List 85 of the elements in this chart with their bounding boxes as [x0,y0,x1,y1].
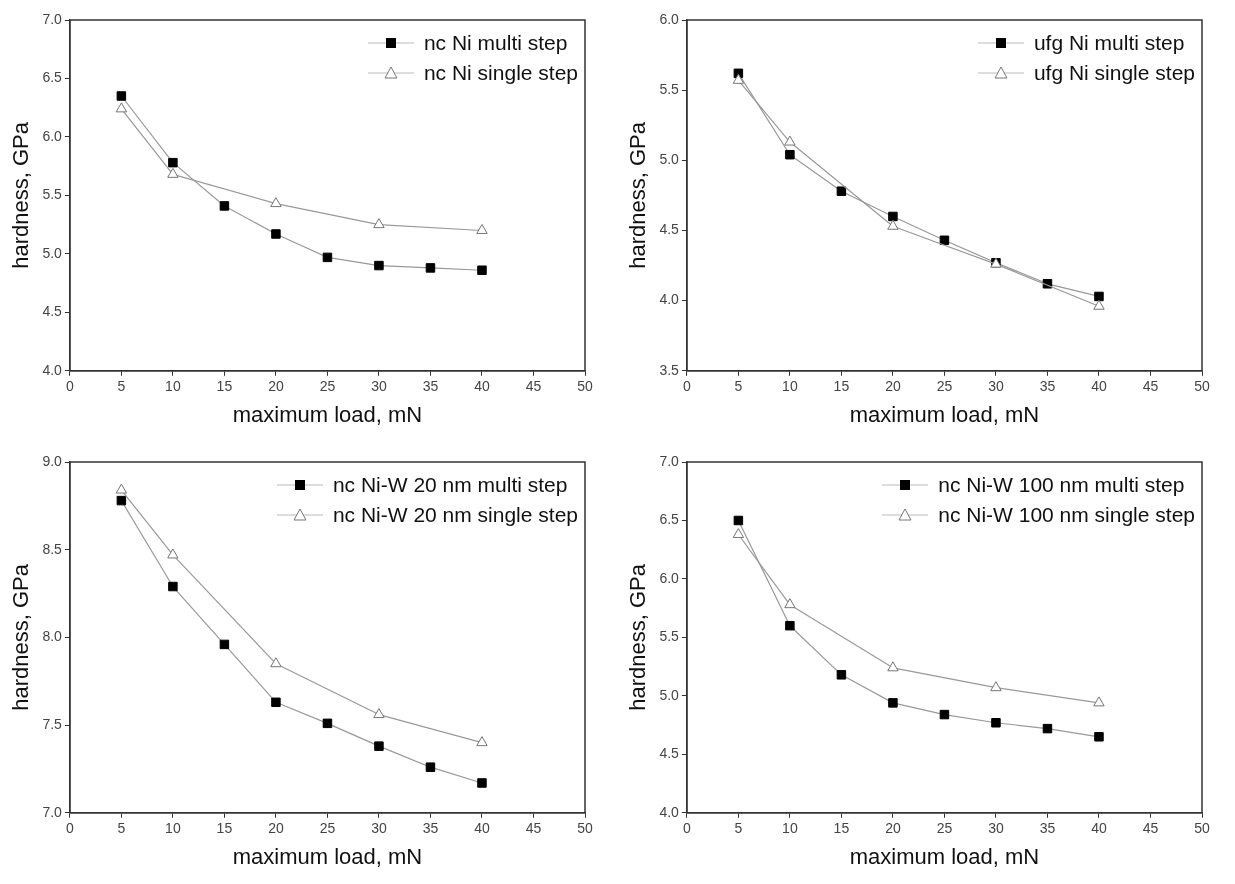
x-tick-label: 10 [782,820,798,837]
x-tick-label: 5 [734,378,743,395]
y-tick-label: 4.0 [659,291,680,308]
x-tick-label: 40 [474,378,490,395]
legend-label: nc Ni multi step [423,30,568,56]
y-tick-label: 8.5 [42,540,63,557]
x-axis-title: maximum load, mN [232,843,423,869]
y-axis-title: hardness, GPa [625,563,651,711]
x-tick-label: 20 [268,378,284,395]
y-axis-title: hardness, GPa [8,563,34,711]
legend-label: ufg Ni single step [1033,60,1195,86]
y-tick-label: 5.5 [659,628,680,645]
x-tick-label: 15 [216,820,233,837]
x-tick-label: 30 [371,820,387,837]
x-tick-label: 0 [65,378,74,395]
x-tick-label: 10 [165,820,181,837]
x-tick-label: 35 [422,378,439,395]
y-tick-label: 6.0 [659,569,680,586]
y-tick-label: 7.0 [42,10,63,27]
y-tick-label: 5.5 [42,186,63,203]
y-tick-label: 5.0 [659,686,680,703]
y-tick-label: 5.0 [659,151,680,168]
x-tick-label: 45 [1142,820,1159,837]
x-tick-label: 10 [782,378,798,395]
y-tick-label: 4.0 [42,361,63,378]
x-tick-label: 35 [1039,820,1056,837]
x-tick-label: 45 [1142,378,1159,395]
x-tick-label: 20 [885,820,901,837]
x-tick-label: 25 [319,820,336,837]
x-tick-label: 50 [577,820,593,837]
x-tick-label: 15 [833,378,850,395]
y-tick-label: 4.5 [42,303,63,320]
y-tick-label: 6.5 [42,69,63,86]
x-tick-label: 5 [734,820,743,837]
x-tick-label: 50 [1194,820,1210,837]
x-tick-label: 5 [117,378,126,395]
y-axis-title: hardness, GPa [8,121,34,269]
x-tick-label: 0 [682,378,691,395]
legend-label: nc Ni-W 20 nm multi step [332,472,568,498]
x-tick-label: 15 [216,378,233,395]
y-tick-label: 6.0 [659,10,680,27]
y-tick-label: 6.5 [659,511,680,528]
x-tick-label: 30 [988,820,1004,837]
legend-label: nc Ni-W 20 nm single step [332,502,578,528]
y-tick-label: 5.5 [659,81,680,98]
y-tick-label: 8.0 [42,628,63,645]
x-tick-label: 35 [422,820,439,837]
y-tick-label: 5.0 [42,244,63,261]
x-tick-label: 40 [1091,820,1107,837]
y-tick-label: 4.5 [659,221,680,238]
x-tick-label: 50 [1194,378,1210,395]
y-tick-label: 6.0 [42,127,63,144]
x-tick-label: 45 [525,820,542,837]
x-tick-label: 40 [1091,378,1107,395]
x-tick-label: 35 [1039,378,1056,395]
y-tick-label: 7.0 [42,803,63,820]
y-tick-label: 7.5 [42,715,63,732]
x-tick-label: 20 [268,820,284,837]
x-axis-title: maximum load, mN [232,401,423,427]
legend-label: nc Ni single step [423,60,578,86]
x-tick-label: 30 [371,378,387,395]
legend-label: nc Ni-W 100 nm single step [938,502,1195,528]
x-tick-label: 15 [833,820,850,837]
x-tick-label: 0 [65,820,74,837]
x-tick-label: 45 [525,378,542,395]
x-axis-title: maximum load, mN [849,401,1040,427]
y-tick-label: 7.0 [659,452,680,469]
legend-label: nc Ni-W 100 nm multi step [938,472,1185,498]
y-axis-title: hardness, GPa [625,121,651,269]
x-tick-label: 50 [577,378,593,395]
x-tick-label: 25 [936,378,953,395]
x-axis-title: maximum load, mN [849,843,1040,869]
x-tick-label: 20 [885,378,901,395]
x-tick-label: 25 [319,378,336,395]
x-tick-label: 10 [165,378,181,395]
y-tick-label: 3.5 [659,361,680,378]
x-tick-label: 5 [117,820,126,837]
x-tick-label: 25 [936,820,953,837]
x-tick-label: 30 [988,378,1004,395]
x-tick-label: 40 [474,820,490,837]
y-tick-label: 4.0 [659,803,680,820]
x-tick-label: 0 [682,820,691,837]
legend-label: ufg Ni multi step [1033,30,1185,56]
y-tick-label: 4.5 [659,745,680,762]
y-tick-label: 9.0 [42,452,63,469]
